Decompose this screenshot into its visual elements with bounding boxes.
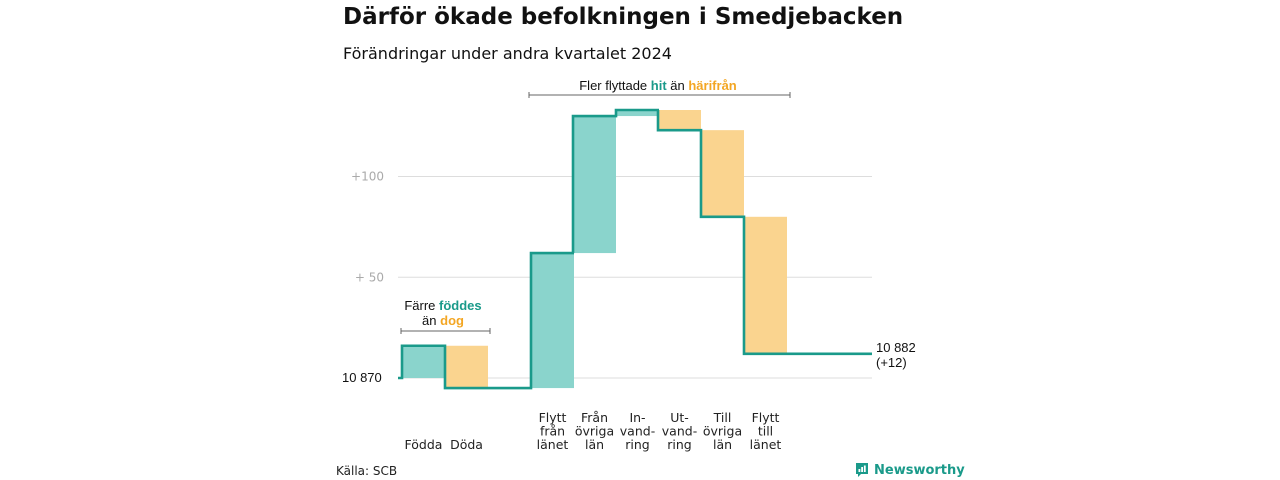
end-change-label: (+12) — [876, 355, 907, 370]
chart-subtitle: Förändringar under andra kvartalet 2024 — [343, 44, 672, 63]
bar-0 — [402, 345, 445, 378]
y-tick-label: +100 — [351, 170, 384, 184]
source-note: Källa: SCB — [336, 464, 398, 478]
births-annotation-line2: än dog — [422, 313, 464, 328]
x-category-label: Från övriga län — [575, 410, 614, 452]
x-category-label: Flytt från länet — [537, 410, 569, 452]
end-value-label: 10 882 — [876, 340, 916, 355]
bar-6 — [701, 130, 744, 217]
bar-5 — [658, 110, 701, 131]
x-category-label: In-vand-ring — [620, 410, 655, 452]
waterfall-chart: + 50 +100 10 870 Födda Döda Flytt från länetFrå… — [342, 78, 916, 452]
bar-1 — [445, 345, 488, 389]
chart-title: Därför ökade befolkningen i Smedjebacken — [343, 4, 904, 30]
newsworthy-icon — [856, 463, 868, 477]
x-category-label: Födda — [405, 437, 443, 452]
brand-name: Newsworthy — [874, 462, 965, 478]
base-value-label: 10 870 — [342, 370, 382, 385]
bar-7 — [744, 216, 787, 354]
x-category-label: Döda — [450, 437, 483, 452]
y-tick-label: + 50 — [355, 270, 384, 284]
cumulative-line — [398, 108, 872, 390]
x-category-label: Till övriga län — [703, 410, 742, 452]
bar-3 — [573, 116, 616, 254]
bar-2 — [531, 253, 574, 389]
x-category-label: Ut-vand-ring — [662, 410, 697, 452]
brand-logo: Newsworthy — [855, 462, 965, 478]
bar-4 — [616, 110, 659, 117]
x-category-label: Flytt till länet — [750, 410, 782, 452]
moves-annotation: Fler flyttade hit än härifrån — [579, 78, 737, 93]
births-annotation-line1: Färre föddes — [404, 298, 481, 313]
